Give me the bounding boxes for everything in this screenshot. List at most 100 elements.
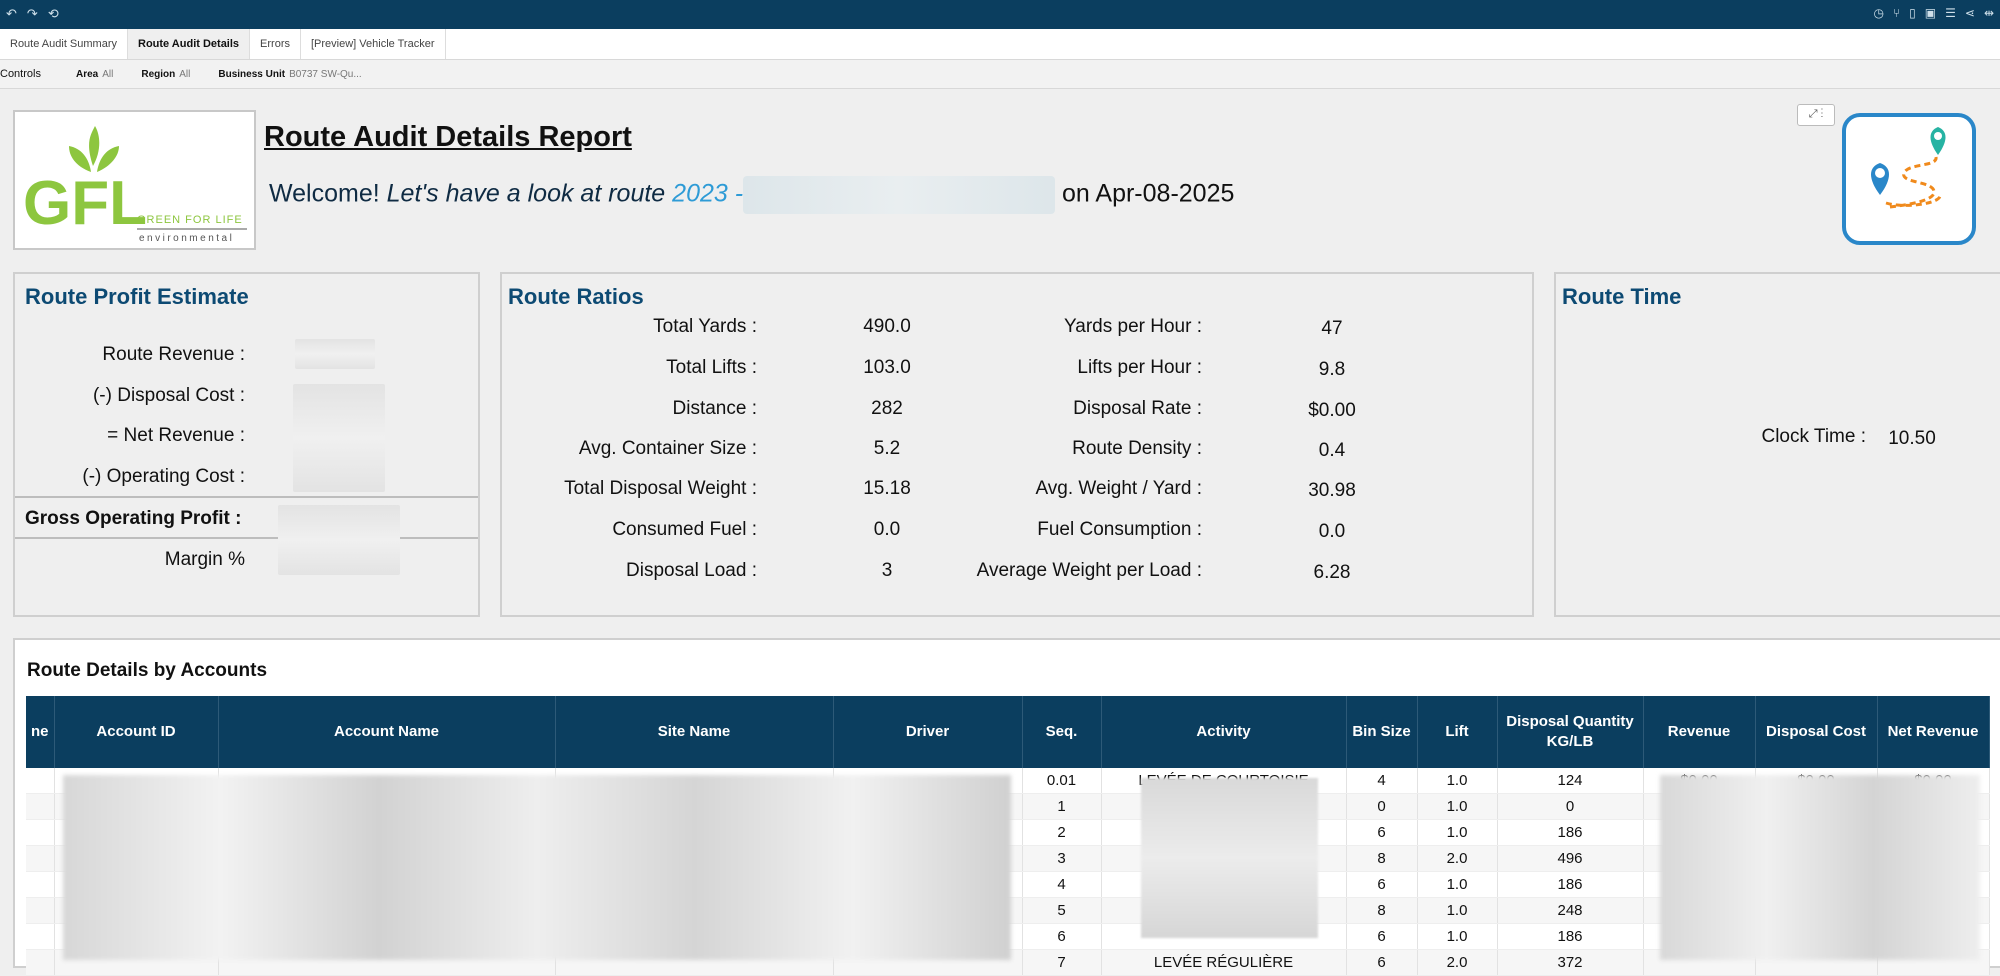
ratio-value: 0.0: [873, 519, 901, 540]
ratio-label: Avg. Weight / Yard :: [1035, 478, 1202, 499]
ratio-value: $0.00: [1308, 400, 1356, 421]
column-header[interactable]: Site Name: [555, 696, 834, 768]
tab-route-audit-details[interactable]: Route Audit Details: [128, 29, 251, 59]
column-header[interactable]: Bin Size: [1346, 696, 1418, 768]
column-header[interactable]: Lift: [1417, 696, 1498, 768]
ratio-value: 0.0: [1318, 521, 1346, 542]
redacted-activity: [1141, 778, 1318, 938]
column-header[interactable]: Revenue: [1643, 696, 1756, 768]
column-header[interactable]: Account Name: [218, 696, 556, 768]
area-filter[interactable]: Area All: [76, 69, 113, 80]
column-header[interactable]: Disposal Cost: [1755, 696, 1878, 768]
table-cell: [26, 897, 55, 924]
more-options-icon[interactable]: ⋮: [1820, 108, 1824, 120]
ratio-value: 103.0: [863, 357, 911, 378]
ratio-value: 15.18: [863, 478, 911, 499]
redacted-value: [278, 505, 400, 575]
welcome-on: on: [1062, 179, 1090, 208]
table-cell: 2.0: [1417, 949, 1498, 976]
ratio-label: Fuel Consumption :: [1037, 519, 1202, 540]
clock-time-value: 10.50: [1888, 428, 1936, 449]
route-map-icon: [1842, 113, 1976, 245]
ratio-value: 282: [871, 398, 903, 419]
fit-width-icon[interactable]: ⇹: [1983, 6, 1994, 20]
table-cell: LEVÉE RÉGULIÈRE: [1101, 949, 1347, 976]
share-icon[interactable]: ⋖: [1964, 6, 1975, 20]
table-cell: 186: [1497, 819, 1644, 846]
region-filter[interactable]: Region All: [141, 69, 190, 80]
tab-route-audit-summary[interactable]: Route Audit Summary: [0, 29, 128, 59]
table-cell: 186: [1497, 871, 1644, 898]
ratio-value: 9.8: [1318, 359, 1346, 380]
ratio-label: Consumed Fuel :: [612, 519, 757, 540]
table-cell: 6: [1346, 923, 1418, 950]
visual-menu[interactable]: ⤢ ⋮: [1797, 104, 1835, 126]
controls-title[interactable]: Controls: [0, 68, 41, 80]
ratio-label: Yards per Hour :: [1064, 316, 1202, 337]
table-cell: [26, 949, 55, 976]
operating-cost-label: (-) Operating Cost :: [82, 466, 245, 487]
tab-errors[interactable]: Errors: [250, 29, 301, 59]
table-cell: 1.0: [1417, 897, 1498, 924]
ratio-value: 6.28: [1313, 562, 1351, 583]
table-cell: [26, 923, 55, 950]
table-header-row: ne Account ID Account Name Site Name Driver S…: [26, 696, 1990, 768]
toolbar-actions: ◷ ⑂ ▯ ▣ ☰ ⋖ ⇹: [1873, 6, 1994, 20]
disposal-cost-label: (-) Disposal Cost :: [92, 385, 245, 406]
table-cell: 8: [1346, 845, 1418, 872]
route-prefix: 2023 -: [672, 179, 744, 208]
tab-vehicle-tracker[interactable]: [Preview] Vehicle Tracker: [301, 29, 446, 59]
undo-icon[interactable]: ↶: [6, 6, 17, 21]
table-cell: 0: [1346, 793, 1418, 820]
ratio-label: Total Disposal Weight :: [564, 478, 757, 499]
column-header[interactable]: Account ID: [54, 696, 219, 768]
ratio-label: Average Weight per Load :: [976, 560, 1202, 581]
table-cell: 1.0: [1417, 819, 1498, 846]
column-header[interactable]: Seq.: [1022, 696, 1102, 768]
logo-tagline: GREEN FOR LIFE: [137, 214, 243, 226]
database-icon[interactable]: ☰: [1945, 6, 1956, 20]
welcome-lookat: Let's have a look at route: [386, 179, 666, 208]
table-cell: 4: [1346, 768, 1418, 794]
ratio-value: 30.98: [1308, 480, 1356, 501]
table-cell: 2.0: [1417, 845, 1498, 872]
divider: [15, 537, 478, 539]
panel-title: Route Time: [1562, 284, 1682, 309]
table-cell: [26, 819, 55, 846]
divider: [15, 496, 478, 498]
column-header[interactable]: Activity: [1101, 696, 1347, 768]
reset-icon[interactable]: ⟲: [47, 6, 59, 21]
filter-label: Business Unit: [218, 68, 286, 80]
table-cell: 6: [1346, 819, 1418, 846]
sheet-tabs: Route Audit Summary Route Audit Details …: [0, 29, 2000, 60]
expand-icon[interactable]: ⤢: [1808, 108, 1818, 120]
table-cell: 496: [1497, 845, 1644, 872]
branch-icon[interactable]: ⑂: [1892, 6, 1901, 20]
redacted-value: [293, 384, 385, 492]
column-header[interactable]: Disposal Quantity KG/LB: [1497, 696, 1644, 768]
table-cell: [26, 793, 55, 820]
logo-letters: GFL: [23, 169, 147, 238]
ratio-label: Total Lifts :: [666, 357, 757, 378]
controls-bar: Controls Area All Region All Business Unit…: [0, 60, 2000, 89]
ratio-label: Lifts per Hour :: [1077, 357, 1202, 378]
clock-time-label: Clock Time :: [1761, 426, 1866, 447]
route-time-panel: Route Time Clock Time : 10.50: [1554, 272, 2000, 617]
welcome-word: Welcome!: [269, 179, 380, 208]
table-cell: 7: [1022, 949, 1102, 976]
table-cell: 8: [1346, 897, 1418, 924]
column-header[interactable]: Driver: [833, 696, 1023, 768]
ratio-label: Avg. Container Size :: [578, 438, 757, 459]
bookmark-icon[interactable]: ▯: [1909, 6, 1916, 20]
table-cell: 2: [1022, 819, 1102, 846]
business-unit-filter[interactable]: Business Unit B0737 SW-Qu...: [218, 69, 361, 80]
clock-icon[interactable]: ◷: [1873, 6, 1884, 20]
column-header[interactable]: ne: [26, 696, 55, 768]
redo-icon[interactable]: ↷: [26, 6, 38, 21]
redacted-route-name: [743, 176, 1056, 214]
margin-label: Margin %: [164, 549, 245, 570]
save-icon[interactable]: ▣: [1924, 6, 1937, 20]
report-date: Apr-08-2025: [1095, 179, 1235, 208]
column-header[interactable]: Net Revenue: [1877, 696, 1990, 768]
route-ratios-panel: Route Ratios Total Yards : 490.0 Total Lif…: [500, 272, 1534, 617]
